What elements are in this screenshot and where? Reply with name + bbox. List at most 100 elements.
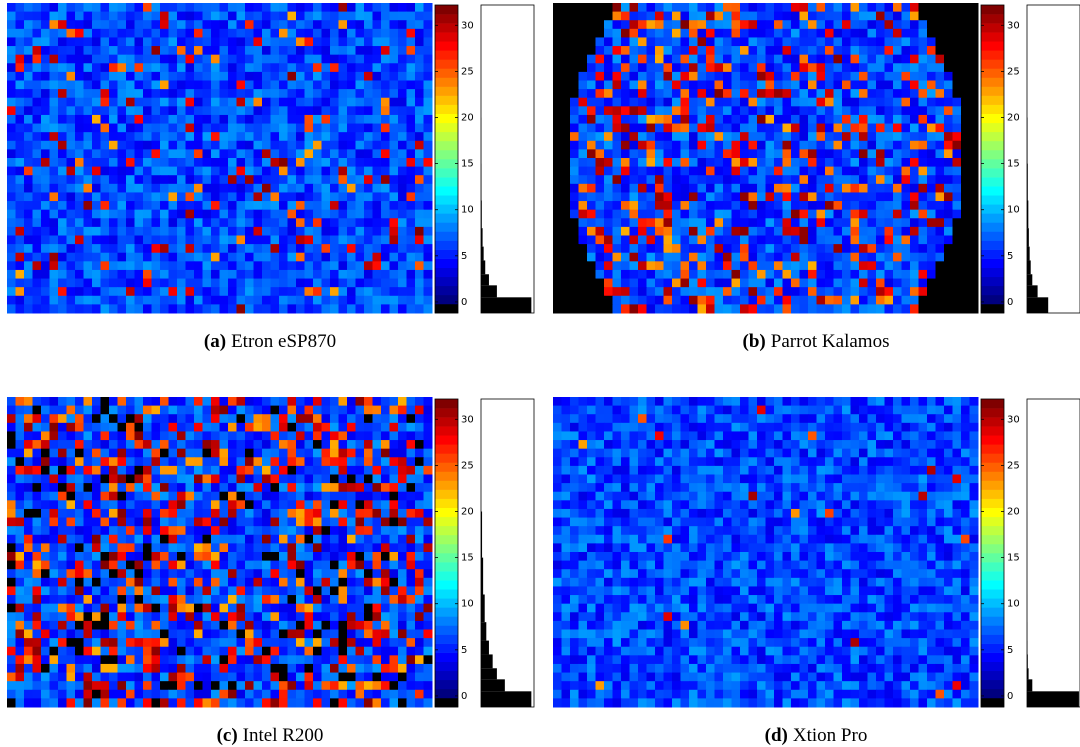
heatmap-cell	[595, 235, 605, 245]
heatmap-cell	[347, 106, 356, 116]
heatmap-cell	[347, 158, 356, 168]
heatmap-cell	[41, 448, 50, 458]
heatmap-cell	[228, 526, 237, 536]
heatmap-cell	[245, 269, 254, 280]
heatmap-cell	[143, 543, 152, 553]
heatmap-cell	[296, 414, 305, 424]
heatmap-cell	[935, 114, 945, 125]
heatmap-cell	[143, 595, 152, 605]
heatmap-cell	[935, 244, 945, 254]
heatmap-cell	[748, 166, 758, 176]
heatmap-cell	[15, 448, 25, 458]
heatmap-cell	[381, 218, 390, 228]
heatmap-cell	[321, 11, 331, 21]
heatmap-cell	[24, 140, 33, 150]
heatmap-cell	[270, 569, 280, 579]
heatmap-cell	[228, 201, 237, 211]
heatmap-cell	[884, 235, 894, 245]
heatmap-cell	[143, 508, 152, 519]
heatmap-cell	[32, 586, 42, 596]
heatmap-cell	[748, 175, 758, 185]
heatmap-cell	[757, 97, 766, 107]
heatmap-cell	[304, 166, 314, 176]
heatmap-cell	[296, 89, 305, 99]
heatmap-cell	[808, 209, 817, 219]
heatmap-cell	[372, 278, 382, 288]
heatmap-cell	[629, 37, 639, 47]
heatmap-cell	[867, 244, 877, 254]
heatmap-cell	[143, 422, 152, 432]
heatmap-cell	[638, 149, 647, 159]
heatmap-cell	[151, 508, 161, 519]
heatmap-cell	[680, 209, 690, 219]
heatmap-cell	[731, 295, 741, 305]
heatmap-cell	[168, 244, 178, 254]
heatmap-cell	[134, 244, 144, 254]
heatmap-cell	[330, 517, 339, 527]
heatmap-cell	[219, 586, 229, 596]
heatmap-cell	[313, 28, 322, 38]
heatmap-cell	[313, 569, 322, 579]
heatmap-cell	[816, 63, 826, 73]
heatmap-cell	[740, 89, 749, 99]
heatmap-cell	[825, 149, 834, 159]
heatmap-cell	[347, 132, 356, 142]
heatmap-cell	[236, 474, 246, 484]
heatmap-cell	[757, 123, 766, 133]
heatmap-cell	[697, 183, 707, 193]
heatmap-cell	[330, 405, 339, 415]
heatmap-cell	[689, 89, 698, 99]
heatmap-cell	[808, 252, 817, 262]
heatmap-cell	[202, 569, 212, 579]
heatmap-cell	[398, 440, 407, 450]
heatmap-cell	[185, 252, 195, 262]
heatmap-cell	[884, 3, 894, 13]
heatmap-cell	[423, 304, 433, 314]
heatmap-cell	[304, 140, 314, 150]
heatmap-cell	[134, 422, 144, 432]
heatmap-cell	[842, 54, 851, 64]
heatmap-cell	[799, 20, 809, 30]
heatmap-cell	[41, 569, 50, 579]
heatmap-cell	[126, 552, 135, 562]
heatmap-cell	[347, 278, 356, 288]
heatmap-cell	[406, 569, 416, 579]
heatmap-cell	[338, 422, 348, 432]
heatmap-cell	[211, 140, 220, 150]
heatmap-cell	[321, 226, 331, 236]
heatmap-cell	[296, 295, 305, 305]
heatmap-cell	[160, 71, 169, 81]
heatmap-cell	[92, 500, 101, 510]
heatmap-cell	[757, 106, 766, 116]
heatmap-cell	[160, 46, 169, 56]
heatmap-cell	[406, 89, 416, 99]
heatmap-cell	[134, 287, 144, 297]
heatmap-cell	[910, 46, 919, 56]
heatmap-cell	[714, 175, 724, 185]
heatmap-cell	[338, 244, 348, 254]
heatmap-cell	[808, 106, 817, 116]
heatmap-cell	[270, 508, 280, 519]
heatmap-cell	[944, 132, 953, 142]
heatmap-cell	[347, 595, 356, 605]
heatmap-cell	[41, 28, 50, 38]
heatmap-cell	[338, 209, 348, 219]
heatmap-cell	[92, 158, 101, 168]
heatmap-cell	[952, 97, 962, 107]
heatmap-cell	[7, 552, 16, 562]
heatmap-cell	[83, 226, 93, 236]
heatmap-cell	[126, 440, 135, 450]
heatmap-cell	[211, 287, 220, 297]
heatmap-cell	[32, 20, 42, 30]
heatmap-cell	[253, 140, 263, 150]
heatmap-cell	[202, 63, 212, 73]
heatmap-cell	[952, 201, 962, 211]
heatmap-cell	[415, 500, 424, 510]
heatmap-cell	[706, 3, 715, 13]
heatmap-cell	[901, 183, 911, 193]
heatmap-cell	[7, 465, 16, 475]
heatmap-cell	[612, 11, 622, 21]
heatmap-cell	[910, 3, 919, 13]
heatmap-cell	[570, 183, 579, 193]
heatmap-cell	[279, 175, 288, 185]
